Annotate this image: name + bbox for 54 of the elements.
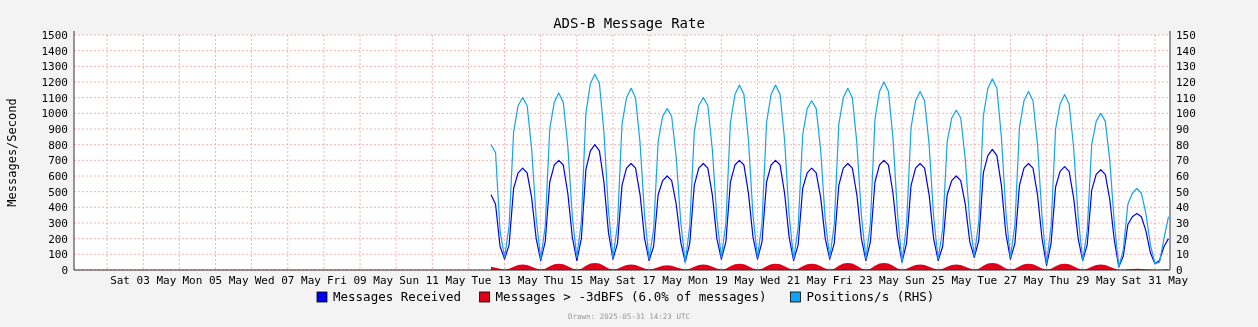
y2-tick-label: 140 (1176, 44, 1196, 58)
y2-tick-label: 50 (1176, 185, 1190, 199)
y-tick-label: 700 (48, 154, 68, 168)
x-tick-label: Fri 23 May (832, 274, 900, 287)
y-tick-label: 1200 (41, 76, 68, 89)
y-tick-label: 100 (48, 248, 68, 262)
y-tick-label: 200 (48, 232, 68, 246)
x-tick-label: Thu 29 May (1049, 274, 1117, 287)
y-tick-label: 1100 (41, 91, 68, 105)
x-tick-label: Wed 07 May (254, 274, 322, 287)
y-tick-label: 0 (61, 264, 68, 277)
x-tick-label: Sat 03 May (110, 274, 177, 287)
y2-tick-label: 100 (1176, 107, 1196, 121)
y2-tick-label: 0 (1176, 264, 1183, 277)
y2-tick-label: 80 (1176, 138, 1190, 152)
y-tick-label: 500 (48, 185, 68, 199)
y-tick-label: 800 (48, 138, 68, 152)
x-tick-label: Fri 09 May (326, 274, 394, 287)
y-tick-label: 600 (48, 170, 68, 183)
y-tick-label: 1400 (41, 44, 68, 58)
x-tick-label: Sat 17 May (615, 274, 683, 287)
x-tick-label: Thu 15 May (543, 274, 611, 287)
y2-tick-label: 10 (1176, 248, 1190, 262)
y2-tick-label: 120 (1176, 76, 1196, 89)
x-tick-label: Sat 31 May (1121, 274, 1189, 287)
x-tick-label: Sun 25 May (905, 274, 972, 287)
y2-tick-label: 40 (1176, 201, 1190, 215)
legend-label: Positions/s (RHS) (806, 289, 935, 304)
y-tick-label: 1500 (41, 29, 68, 42)
x-tick-label: Sun 11 May (399, 274, 466, 287)
y-tick-label: 300 (48, 217, 68, 230)
line-series (490, 144, 1170, 268)
line-series (490, 73, 1170, 268)
y2-tick-label: 110 (1176, 91, 1196, 105)
x-tick-label: Tue 27 May (977, 274, 1044, 287)
y-tick-label: 900 (48, 123, 68, 136)
y-tick-label: 1300 (41, 60, 68, 74)
y2-tick-label: 150 (1176, 29, 1196, 42)
x-tick-label: Wed 21 May (760, 274, 828, 287)
y2-tick-label: 90 (1176, 123, 1190, 136)
legend-label: Messages Received (333, 289, 461, 304)
y2-tick-label: 20 (1176, 232, 1190, 246)
y2-tick-label: 130 (1176, 60, 1196, 74)
x-tick-label: Mon 19 May (688, 274, 755, 287)
y-axis-title: Messages/Second (5, 98, 19, 207)
legend-label: Messages > -3dBFS (6.0% of messages) (495, 289, 767, 304)
chart-title: ADS-B Message Rate (553, 15, 705, 31)
y2-tick-label: 60 (1176, 170, 1190, 183)
y2-tick-label: 30 (1176, 217, 1190, 230)
y-tick-label: 1000 (41, 107, 68, 121)
y-tick-label: 400 (48, 201, 68, 215)
x-tick-label: Mon 05 May (182, 274, 249, 287)
x-tick-label: Tue 13 May (471, 274, 539, 287)
y2-tick-label: 70 (1176, 154, 1190, 168)
